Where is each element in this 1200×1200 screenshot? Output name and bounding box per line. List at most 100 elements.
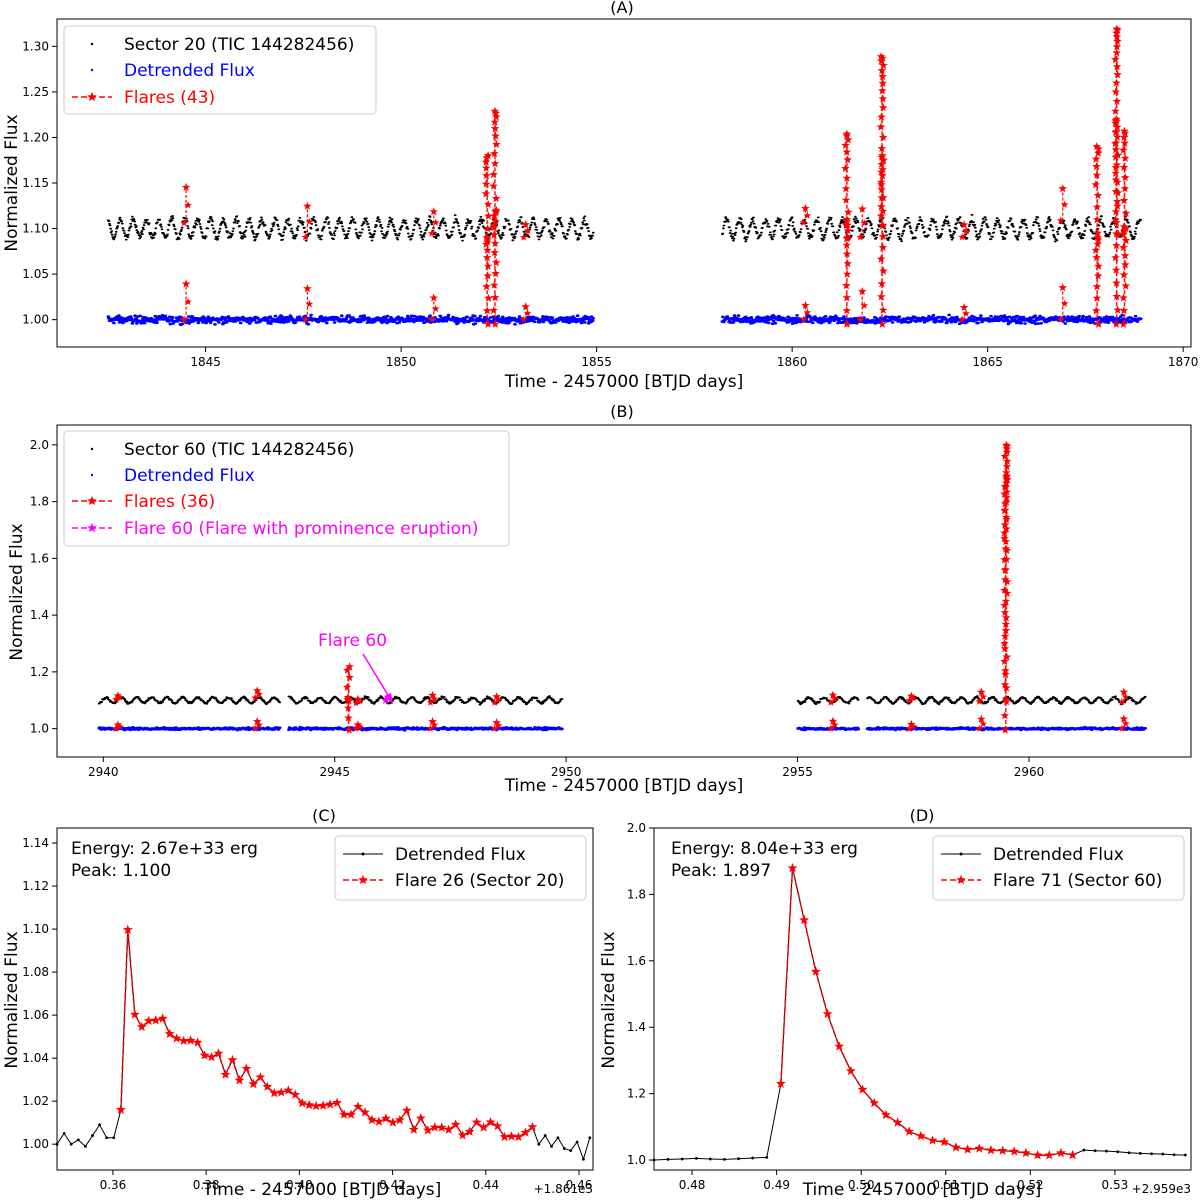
flare-raw-star bbox=[521, 220, 530, 229]
flare-star bbox=[213, 1048, 224, 1058]
big-flare-raw-star bbox=[1002, 444, 1012, 453]
big-flare-detrended-star bbox=[1111, 253, 1120, 262]
big-flare-raw-star bbox=[1000, 680, 1010, 689]
x-tick-label: 0.40 bbox=[286, 1178, 313, 1192]
flare-star bbox=[1056, 1147, 1066, 1158]
big-flare-detrended-star bbox=[1000, 608, 1010, 617]
legend-detrended-marker bbox=[959, 852, 963, 856]
flare-detrended-star bbox=[905, 724, 914, 732]
y-tick-label: 1.4 bbox=[30, 608, 49, 622]
legend-detrended-marker bbox=[90, 68, 94, 72]
flare-raw-star bbox=[523, 227, 532, 235]
big-flare-detrended-star bbox=[491, 207, 501, 216]
flare-detrended-star bbox=[113, 720, 123, 729]
flare-60-arrowhead bbox=[384, 693, 393, 704]
detrended-point bbox=[765, 1155, 769, 1159]
flare-star bbox=[880, 1109, 891, 1120]
big-flare-raw-star bbox=[843, 135, 853, 144]
flare-star bbox=[527, 1121, 538, 1132]
peak-text: Peak: 1.897 bbox=[671, 861, 771, 881]
flare-star bbox=[325, 1099, 336, 1109]
panel-b-legend: Sector 60 (TIC 144282456) Detrended Flux… bbox=[63, 430, 510, 547]
big-flare-raw-star bbox=[877, 144, 887, 153]
big-flare-raw-star bbox=[878, 206, 888, 215]
flare-star bbox=[443, 1124, 454, 1134]
y-tick-label: 1.2 bbox=[30, 665, 49, 679]
big-flare-raw-star bbox=[492, 112, 501, 121]
panel-a-ylabel: Normalized Flux bbox=[2, 114, 22, 251]
big-flare-raw-star bbox=[1001, 613, 1011, 622]
flare-detrended-star bbox=[907, 719, 916, 728]
x-tick-label: 1845 bbox=[190, 355, 221, 369]
panel-d: (D) 0.48 0.49 0.50 0.51 0.52 0.53 1.0 1.2 1.4 1.6… bbox=[599, 806, 1192, 1200]
big-flare-detrended-star bbox=[491, 319, 500, 328]
big-flare-detrended-star bbox=[482, 233, 491, 242]
big-flare-detrended-star bbox=[1112, 319, 1121, 328]
y-tick-label: 1.10 bbox=[22, 922, 49, 936]
panel-d-title: (D) bbox=[910, 806, 935, 825]
big-flare-detrended-star bbox=[842, 269, 852, 278]
big-flare-detrended-star bbox=[1093, 239, 1102, 248]
flare-raw-star bbox=[352, 699, 360, 707]
flare-raw-star bbox=[427, 229, 436, 237]
legend-raw-label: Sector 20 (TIC 144282456) bbox=[124, 35, 354, 55]
big-flare-detrended-star bbox=[877, 152, 886, 161]
big-flare-detrended-star bbox=[878, 165, 887, 174]
flare-star bbox=[436, 1122, 447, 1132]
big-flare-detrended-star bbox=[1001, 596, 1011, 605]
big-flare-detrended-star bbox=[1112, 218, 1121, 227]
big-flare-detrended-star bbox=[1002, 512, 1011, 521]
big-flare-detrended-star bbox=[481, 239, 491, 248]
big-flare-detrended-star bbox=[492, 258, 501, 267]
flare-star bbox=[311, 1100, 322, 1111]
x-tick-label: 0.50 bbox=[848, 1178, 875, 1192]
big-flare-raw-star bbox=[879, 61, 888, 70]
panel-d-ylabel: Normalized Flux bbox=[599, 931, 619, 1068]
big-flare-detrended-star bbox=[1111, 207, 1121, 216]
big-flare-detrended-star bbox=[878, 319, 887, 328]
flare-star bbox=[394, 1114, 405, 1125]
big-flare-detrended-star bbox=[1000, 555, 1009, 564]
y-tick-label: 1.05 bbox=[22, 267, 49, 281]
detrended-point bbox=[1093, 1149, 1097, 1153]
big-flare-raw-star bbox=[1093, 228, 1102, 237]
flare-detrended-star bbox=[251, 724, 259, 732]
flare-detrended-star bbox=[831, 721, 839, 729]
y-tick-label: 1.30 bbox=[22, 39, 49, 53]
big-flare-detrended-star bbox=[1111, 145, 1121, 154]
big-flare-detrended-star bbox=[490, 280, 499, 289]
detrended-point bbox=[694, 1156, 698, 1160]
big-flare-detrended-star bbox=[1094, 261, 1103, 270]
panel-c-offset: +1.861e3 bbox=[534, 1182, 593, 1196]
detrended-point bbox=[1138, 1151, 1142, 1155]
big-flare-raw-star bbox=[482, 171, 491, 180]
big-flare-detrended-star bbox=[1113, 305, 1122, 314]
flare-star bbox=[986, 1145, 996, 1155]
big-flare-raw-star bbox=[1112, 96, 1122, 105]
big-flare-raw-star bbox=[878, 133, 888, 142]
big-flare-detrended-star bbox=[1113, 177, 1122, 186]
big-flare-detrended-star bbox=[491, 216, 500, 225]
detrended-point bbox=[556, 1136, 560, 1140]
big-flare-detrended-star bbox=[1119, 293, 1128, 302]
big-flare-detrended-star bbox=[491, 269, 500, 278]
big-flare-raw-star bbox=[878, 86, 887, 95]
panel-b-ylabel: Normalized Flux bbox=[7, 523, 27, 660]
flare-star bbox=[857, 1084, 868, 1094]
detrended-point bbox=[69, 1142, 73, 1146]
big-flare-raw-star bbox=[490, 124, 500, 133]
big-flare-raw-star bbox=[490, 159, 500, 168]
x-tick-label: 0.53 bbox=[1102, 1178, 1129, 1192]
big-flare-raw-star bbox=[1111, 87, 1120, 96]
big-flare-detrended-star bbox=[1000, 499, 1010, 508]
big-flare-raw-star bbox=[1094, 144, 1103, 153]
big-flare-raw-star bbox=[1119, 222, 1129, 231]
big-flare-detrended-star bbox=[1113, 197, 1122, 206]
big-flare-raw-star bbox=[1002, 652, 1012, 661]
big-flare-raw-star bbox=[481, 189, 491, 198]
energy-text: Energy: 2.67e+33 erg bbox=[71, 839, 258, 859]
x-tick-label: 0.36 bbox=[100, 1178, 127, 1192]
flare-star bbox=[171, 1033, 182, 1043]
flare-star bbox=[845, 1065, 856, 1076]
y-tick-label: 1.0 bbox=[30, 722, 49, 736]
